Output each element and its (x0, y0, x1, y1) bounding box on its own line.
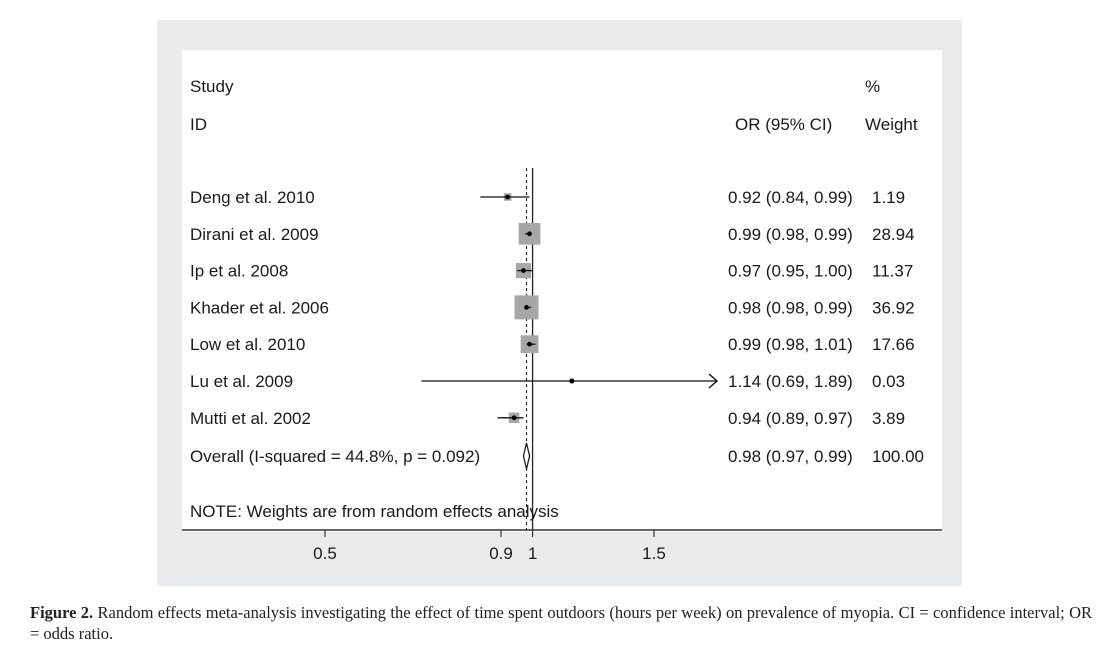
study-weight-text: 36.92 (872, 298, 915, 317)
study-weight-text: 3.89 (872, 409, 905, 428)
study-weight-text: 0.03 (872, 372, 905, 391)
caption-text: Random effects meta-analysis investigati… (30, 603, 1092, 643)
study-weight-text: 17.66 (872, 335, 915, 354)
forest-plot: Study ID OR (95% CI) % Weight Deng et al… (182, 50, 942, 563)
header-percent: % (865, 77, 880, 96)
header-id: ID (190, 115, 207, 134)
study-weight-text: 1.19 (872, 188, 905, 207)
header-weight: Weight (865, 115, 918, 134)
header-or: OR (95% CI) (735, 115, 832, 134)
overall-diamond (522, 442, 531, 470)
study-or-text: 0.97 (0.95, 1.00) (728, 262, 853, 281)
overall-or-text: 0.98 (0.97, 0.99) (728, 447, 853, 466)
plot-panel (182, 50, 942, 532)
point-estimate (524, 305, 529, 310)
study-id: Mutti et al. 2002 (190, 409, 311, 428)
header-study: Study (190, 77, 234, 96)
study-or-text: 0.92 (0.84, 0.99) (728, 188, 853, 207)
study-id: Low et al. 2010 (190, 335, 305, 354)
overall-weight-text: 100.00 (872, 447, 924, 466)
point-estimate (527, 231, 532, 237)
point-estimate (569, 378, 575, 384)
study-weight-text: 28.94 (872, 225, 915, 244)
x-tick-label: 0.9 (489, 544, 513, 563)
point-estimate (511, 415, 517, 421)
study-or-text: 0.99 (0.98, 1.01) (728, 335, 853, 354)
point-estimate (521, 268, 526, 273)
ci-arrow (708, 373, 719, 389)
x-axis-ticks: 0.5 0.9 1 1.5 (313, 530, 666, 563)
study-id: Khader et al. 2006 (190, 298, 329, 317)
study-id: Lu et al. 2009 (190, 372, 293, 391)
figure-caption: Figure 2. Random effects meta-analysis i… (30, 602, 1092, 644)
x-tick-label: 1.5 (642, 544, 666, 563)
caption-label: Figure 2. (30, 603, 94, 622)
figure-frame: Study ID OR (95% CI) % Weight Deng et al… (157, 20, 962, 586)
point-estimate (505, 194, 511, 200)
plot-marks (421, 168, 719, 530)
study-id: Ip et al. 2008 (190, 262, 288, 281)
study-weight-text: 11.37 (872, 262, 913, 281)
x-tick-label: 1 (528, 544, 537, 563)
study-or-text: 1.14 (0.69, 1.89) (728, 372, 853, 391)
study-or-text: 0.99 (0.98, 0.99) (728, 225, 853, 244)
study-rows: Deng et al. 2010 0.92 (0.84, 0.99) 1.19 Dir… (190, 188, 915, 428)
study-or-text: 0.94 (0.89, 0.97) (728, 409, 853, 428)
overall-label: Overall (I-squared = 44.8%, p = 0.092) (190, 447, 480, 466)
point-estimate (527, 341, 532, 347)
study-or-text: 0.98 (0.98, 0.99) (728, 298, 853, 317)
x-tick-label: 0.5 (313, 544, 337, 563)
study-id: Dirani et al. 2009 (190, 225, 319, 244)
study-id: Deng et al. 2010 (190, 188, 315, 207)
weights-note: NOTE: Weights are from random effects an… (190, 502, 559, 521)
